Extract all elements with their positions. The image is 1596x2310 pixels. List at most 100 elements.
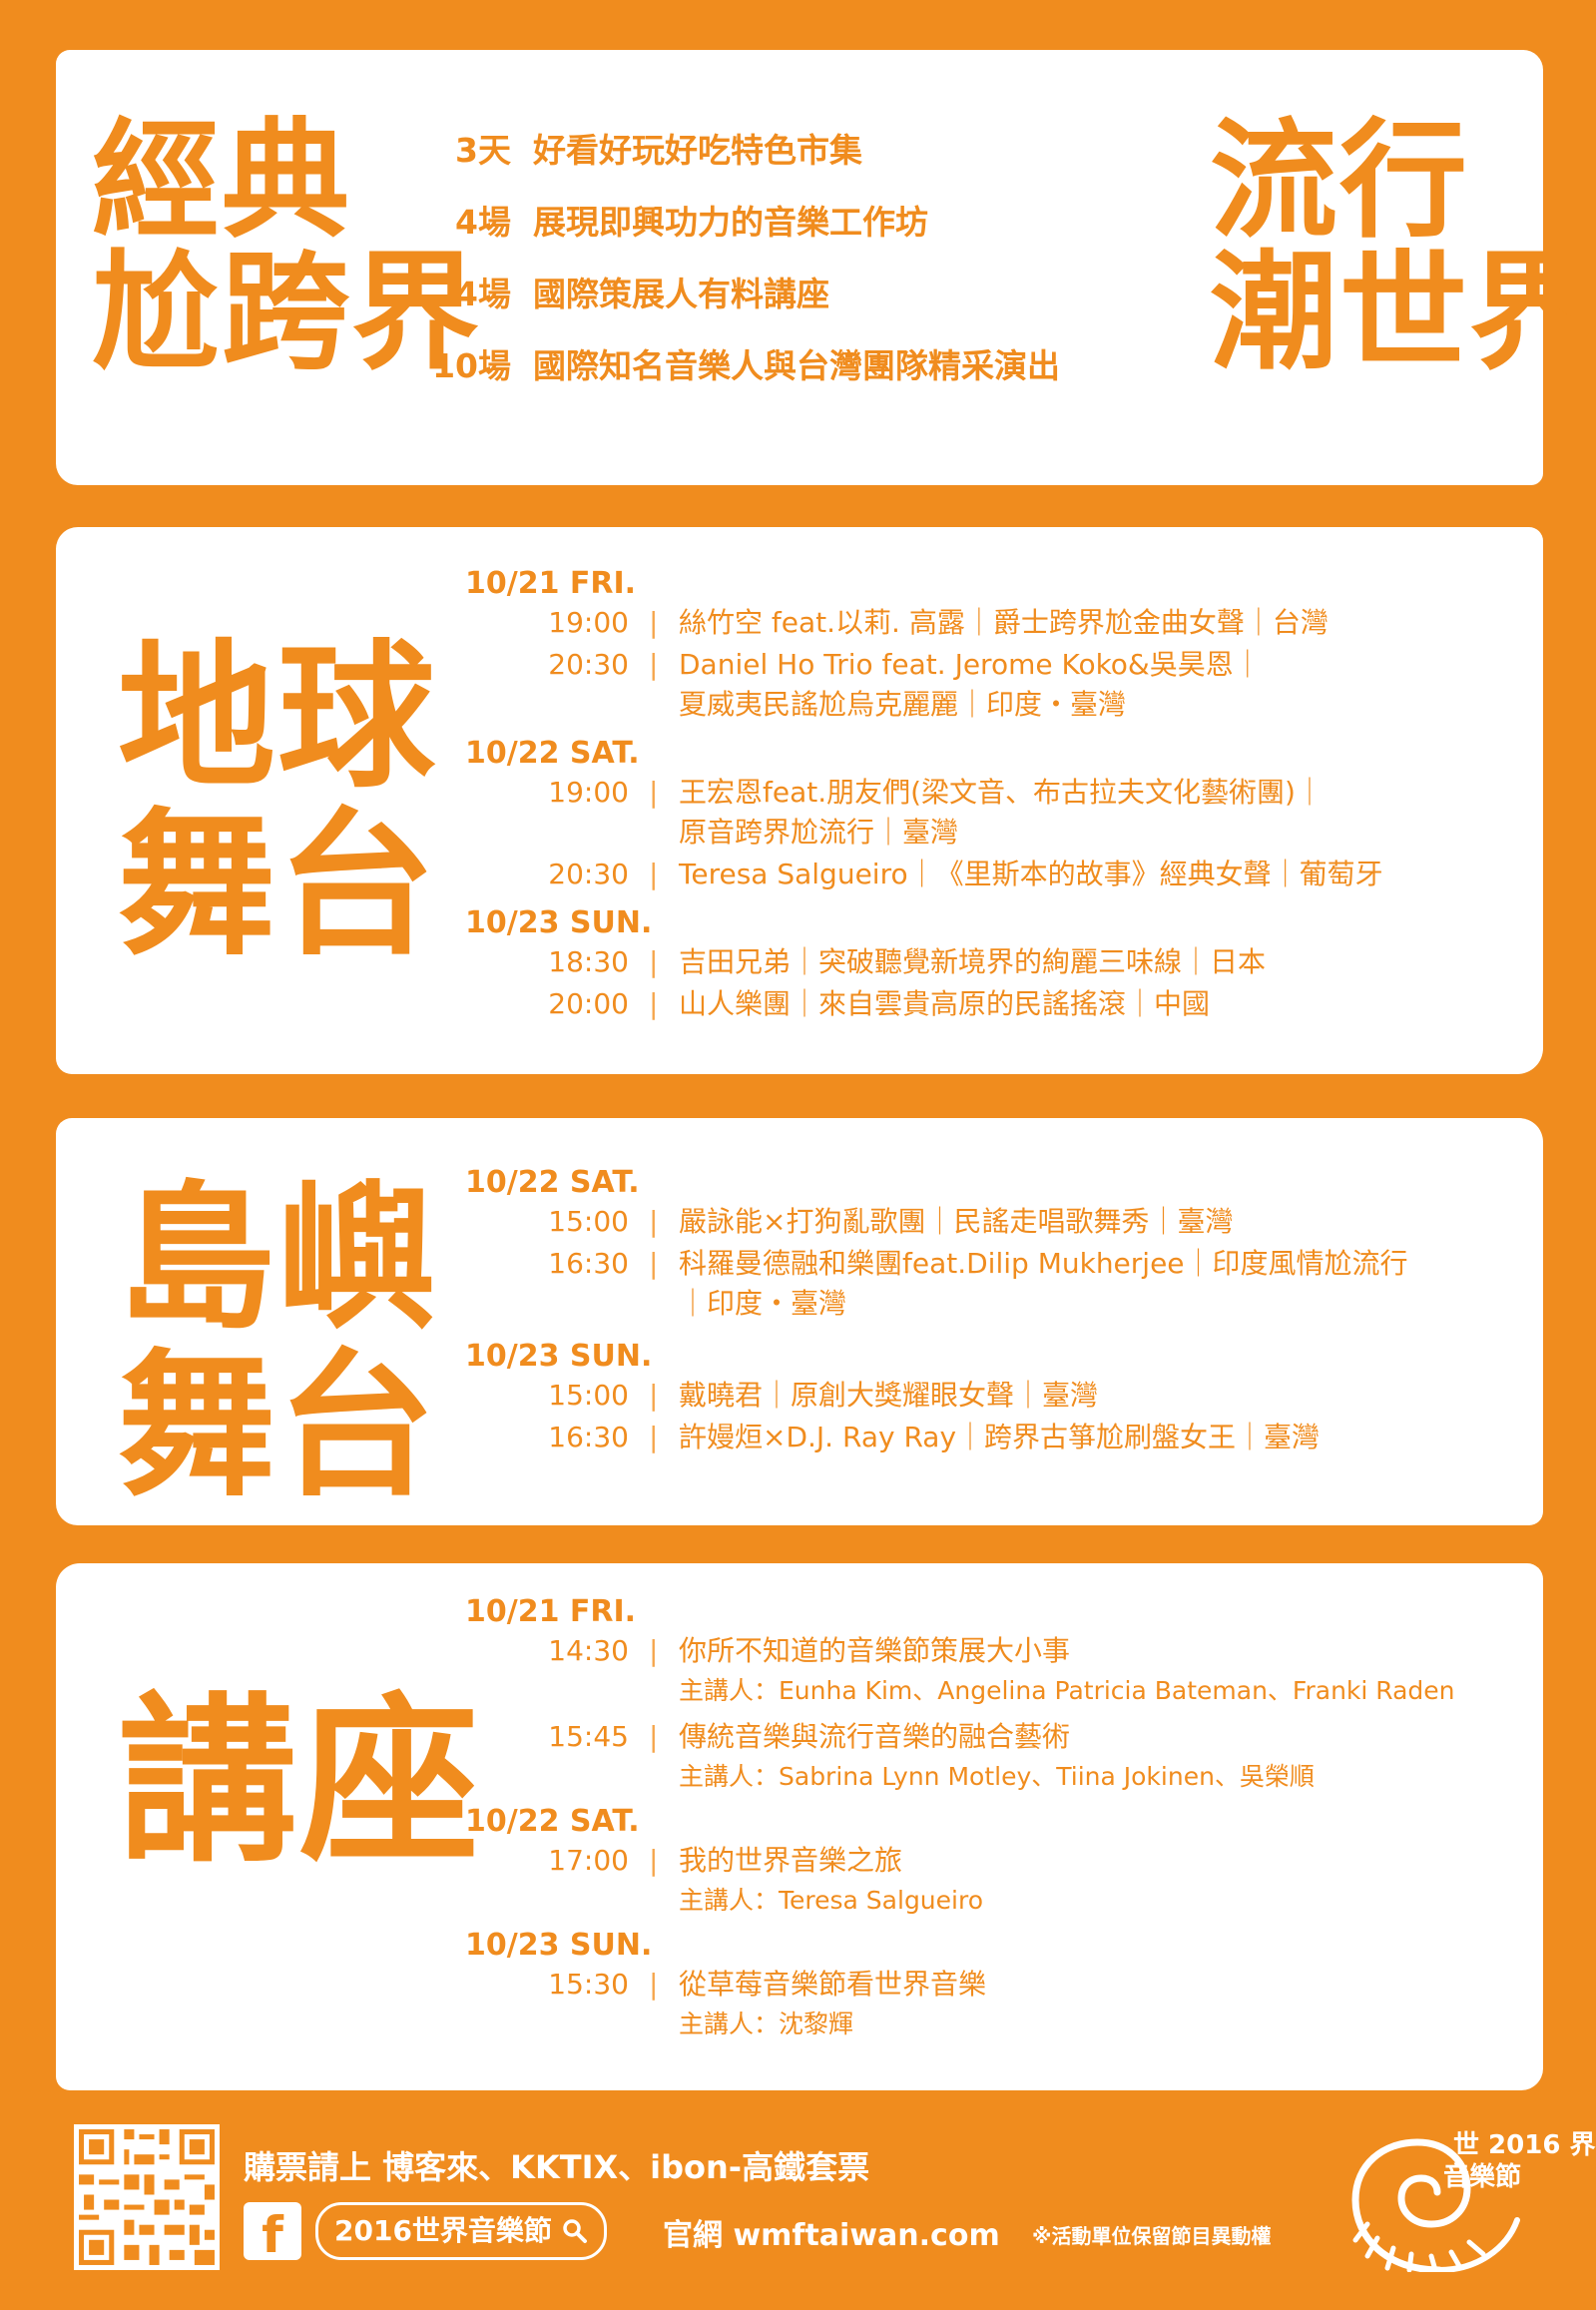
slot-line: 山人樂團｜來自雲貴高原的民謠搖滾｜中國 bbox=[679, 987, 1211, 1020]
slot-divider: | bbox=[649, 606, 659, 639]
ticket-info: 購票請上 博客來、KKTIX、ibon-高鐵套票 bbox=[244, 2148, 870, 2186]
slot-line: 科羅曼德融和樂團feat.Dilip Mukherjee｜印度風情尬流行 bbox=[679, 1247, 1408, 1280]
festival-shell-logo-icon bbox=[1351, 2138, 1520, 2272]
feature-text: 國際知名音樂人與台灣團隊精采演出 bbox=[533, 346, 1060, 385]
slot-details: Daniel Ho Trio feat. Jerome Koko&吳昊恩｜ 夏威夷… bbox=[679, 645, 1262, 725]
slot-line: 吉田兄弟｜突破聽覺新境界的絢麗三味線｜日本 bbox=[679, 945, 1267, 978]
title-line: 潮世界 bbox=[1210, 239, 1596, 387]
talks-panel bbox=[56, 1563, 1543, 2090]
slot-line: 戴曉君｜原創大獎耀眼女聲｜臺灣 bbox=[679, 1379, 1099, 1412]
slot-line: 夏威夷民謠尬烏克麗麗｜印度・臺灣 bbox=[679, 688, 1127, 721]
earth-stage-panel bbox=[56, 527, 1543, 1074]
logo-text-line2: 音樂節 bbox=[1443, 2162, 1522, 2192]
slot-details: 吉田兄弟｜突破聽覺新境界的絢麗三味線｜日本 bbox=[679, 942, 1266, 982]
schedule-slot: 15:30 | 從草莓音樂節看世界音樂 主講人：沈黎輝 bbox=[465, 1965, 1455, 2044]
schedule-day: 10/21 FRI. bbox=[465, 566, 637, 601]
slot-divider: | bbox=[649, 1379, 659, 1412]
speaker-line: 主講人：Eunha Kim、Angelina Patricia Bateman、… bbox=[679, 1676, 1455, 1705]
slot-time: 15:00 bbox=[548, 1379, 629, 1412]
schedule-day: 10/22 SAT. bbox=[465, 1165, 640, 1200]
slot-time: 15:30 bbox=[548, 1968, 629, 2001]
slot-divider: | bbox=[649, 776, 659, 809]
title-line: 舞台 bbox=[118, 794, 437, 977]
island-stage-panel bbox=[56, 1118, 1543, 1525]
title-line: 經典 bbox=[92, 107, 352, 256]
schedule-slot: 20:30 | Teresa Salgueiro｜《里斯本的故事》經典女聲｜葡萄牙 bbox=[465, 855, 1383, 894]
logo-text-line1: 世 2016 界 bbox=[1453, 2130, 1596, 2160]
feature-item: 10場 國際知名音樂人與台灣團隊精采演出 bbox=[399, 339, 1188, 411]
title-line: 尬跨界 bbox=[92, 239, 482, 387]
slot-divider: | bbox=[649, 648, 659, 681]
feature-item: 4場 國際策展人有料講座 bbox=[399, 268, 1188, 339]
slot-divider: | bbox=[649, 1844, 659, 1877]
slot-details: 傳統音樂與流行音樂的融合藝術主講人：Sabrina Lynn Motley、Ti… bbox=[679, 1717, 1315, 1797]
slot-time: 19:00 bbox=[548, 606, 629, 639]
schedule-slot: 15:00 | 嚴詠能×打狗亂歌團｜民謠走唱歌舞秀｜臺灣 bbox=[465, 1202, 1408, 1242]
slot-time: 20:30 bbox=[548, 648, 629, 681]
classic-crossover-title: 經典 尬跨界 bbox=[92, 118, 481, 377]
feature-count: 4場 bbox=[455, 275, 511, 313]
slot-divider: | bbox=[649, 1634, 659, 1667]
slot-line: 王宏恩feat.朋友們(梁文音、布古拉夫文化藝術團)｜ bbox=[679, 776, 1324, 809]
feature-text: 展現即興功力的音樂工作坊 bbox=[533, 203, 928, 242]
feature-text: 國際策展人有料講座 bbox=[533, 275, 829, 313]
feature-count: 10場 bbox=[432, 346, 511, 385]
slot-divider: | bbox=[649, 945, 659, 978]
earth-stage-schedule: 10/21 FRI. 19:00 | 絲竹空 feat.以莉. 高露｜爵士跨界尬金曲女… bbox=[465, 565, 1383, 1024]
slot-details: 山人樂團｜來自雲貴高原的民謠搖滾｜中國 bbox=[679, 984, 1210, 1024]
schedule-slot: 16:30 | 許嫚烜×D.J. Ray Ray｜跨界古箏尬刷盤女王｜臺灣 bbox=[465, 1418, 1408, 1457]
schedule-slot: 14:30 | 你所不知道的音樂節策展大小事主講人：Eunha Kim、Angeli… bbox=[465, 1631, 1455, 1711]
schedule-day: 10/21 FRI. bbox=[465, 1594, 637, 1629]
title-line: 流行 bbox=[1210, 107, 1470, 256]
schedule-slot: 19:00 | 絲竹空 feat.以莉. 高露｜爵士跨界尬金曲女聲｜台灣 bbox=[465, 603, 1383, 643]
slot-line: 許嫚烜×D.J. Ray Ray｜跨界古箏尬刷盤女王｜臺灣 bbox=[679, 1421, 1321, 1453]
slot-line: 傳統音樂與流行音樂的融合藝術 bbox=[679, 1720, 1071, 1753]
slot-time: 16:30 bbox=[548, 1421, 629, 1453]
slot-details: 我的世界音樂之旅主講人：Teresa Salgueiro bbox=[679, 1841, 983, 1921]
slot-line: 從草莓音樂節看世界音樂 bbox=[679, 1968, 987, 2001]
island-stage-schedule: 10/22 SAT. 15:00 | 嚴詠能×打狗亂歌團｜民謠走唱歌舞秀｜臺灣 16:3… bbox=[465, 1164, 1408, 1457]
slot-divider: | bbox=[649, 858, 659, 890]
slot-details: 王宏恩feat.朋友們(梁文音、布古拉夫文化藝術團)｜ 原音跨界尬流行｜臺灣 bbox=[679, 773, 1324, 853]
slot-time: 14:30 bbox=[548, 1634, 629, 1667]
slot-details: 科羅曼德融和樂團feat.Dilip Mukherjee｜印度風情尬流行 ｜印度・… bbox=[679, 1244, 1408, 1324]
slot-divider: | bbox=[649, 1421, 659, 1453]
slot-line: Daniel Ho Trio feat. Jerome Koko&吳昊恩｜ bbox=[679, 648, 1262, 681]
slot-line: 原音跨界尬流行｜臺灣 bbox=[679, 816, 959, 849]
title-line: 地球 bbox=[118, 626, 437, 810]
slot-line: 嚴詠能×打狗亂歌團｜民謠走唱歌舞秀｜臺灣 bbox=[679, 1205, 1234, 1238]
slot-time: 17:00 bbox=[548, 1844, 629, 1877]
facebook-icon[interactable]: f bbox=[244, 2202, 301, 2264]
slot-time: 15:00 bbox=[548, 1205, 629, 1238]
official-website-link[interactable]: 官網 wmftaiwan.com bbox=[663, 2218, 1000, 2253]
feature-count: 4場 bbox=[455, 203, 511, 242]
schedule-slot: 16:30 | 科羅曼德融和樂團feat.Dilip Mukherjee｜印度風情尬… bbox=[465, 1244, 1408, 1324]
slot-time: 16:30 bbox=[548, 1247, 629, 1280]
facebook-search-box[interactable]: 2016世界音樂節 bbox=[315, 2202, 607, 2260]
slot-line: Teresa Salgueiro｜《里斯本的故事》經典女聲｜葡萄牙 bbox=[679, 858, 1383, 890]
schedule-slot: 20:00 | 山人樂團｜來自雲貴高原的民謠搖滾｜中國 bbox=[465, 984, 1383, 1024]
speaker-line: 主講人：Sabrina Lynn Motley、Tiina Jokinen、吳榮… bbox=[679, 1762, 1315, 1791]
qr-code[interactable] bbox=[74, 2124, 220, 2270]
header-panel bbox=[56, 50, 1543, 485]
feature-text: 好看好玩好吃特色市集 bbox=[533, 131, 862, 170]
schedule-slot: 20:30 | Daniel Ho Trio feat. Jerome Koko&吳… bbox=[465, 645, 1383, 725]
slot-time: 20:00 bbox=[548, 987, 629, 1020]
slot-line: 你所不知道的音樂節策展大小事 bbox=[679, 1634, 1071, 1667]
speaker-line: 主講人：沈黎輝 bbox=[679, 2010, 854, 2038]
earth-stage-title: 地球 舞台 bbox=[118, 639, 437, 964]
talks-title: 講座 bbox=[118, 1693, 481, 1873]
slot-divider: | bbox=[649, 1205, 659, 1238]
slot-details: 戴曉君｜原創大獎耀眼女聲｜臺灣 bbox=[679, 1376, 1098, 1416]
slot-line: 我的世界音樂之旅 bbox=[679, 1844, 903, 1877]
slot-time: 15:45 bbox=[548, 1720, 629, 1753]
slot-divider: | bbox=[649, 1247, 659, 1280]
title-line: 講座 bbox=[118, 1678, 482, 1887]
speaker-line: 主講人：Teresa Salgueiro bbox=[679, 1886, 984, 1915]
slot-time: 18:30 bbox=[548, 945, 629, 978]
schedule-day: 10/23 SUN. bbox=[465, 905, 653, 940]
title-line: 舞台 bbox=[118, 1335, 437, 1518]
slot-details: 許嫚烜×D.J. Ray Ray｜跨界古箏尬刷盤女王｜臺灣 bbox=[679, 1418, 1320, 1457]
slot-details: 絲竹空 feat.以莉. 高露｜爵士跨界尬金曲女聲｜台灣 bbox=[679, 603, 1329, 643]
schedule-slot: 19:00 | 王宏恩feat.朋友們(梁文音、布古拉夫文化藝術團)｜ 原音跨界尬流行… bbox=[465, 773, 1383, 853]
